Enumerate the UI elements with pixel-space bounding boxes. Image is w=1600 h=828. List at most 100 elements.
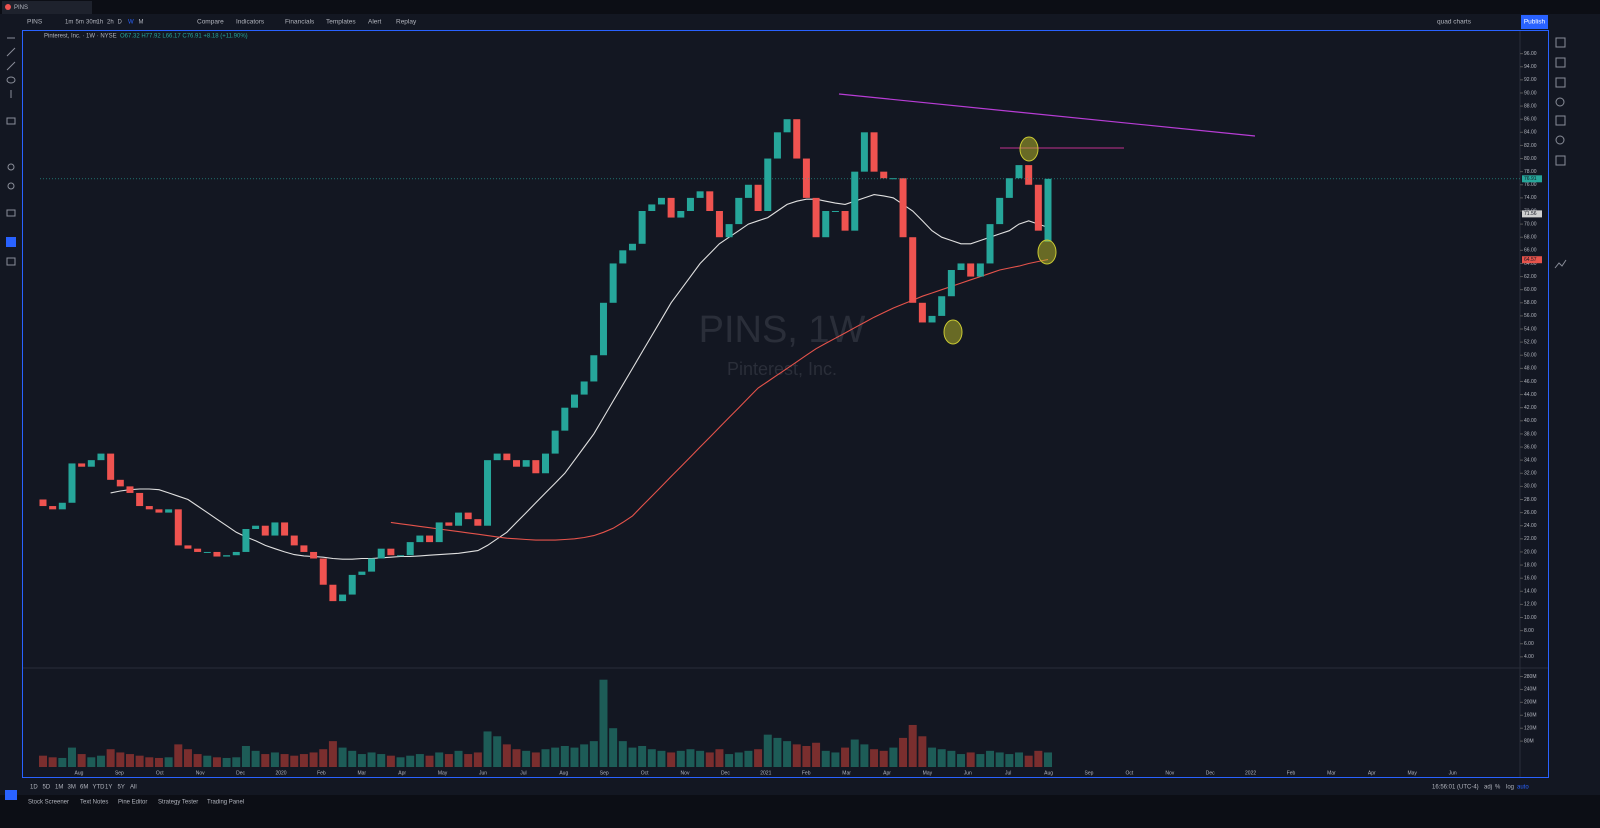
interval[interactable]: 1m — [65, 20, 73, 26]
right-toolbar — [1549, 30, 1600, 778]
x-tick-label: Oct — [641, 770, 649, 776]
volume-tick-label: 240M — [1524, 687, 1537, 693]
range-button[interactable]: 5D — [43, 785, 51, 791]
candle-body — [194, 548, 202, 552]
candle-body — [145, 506, 153, 510]
volume-bar — [145, 757, 154, 767]
panel-tab[interactable]: Stock Screener — [28, 800, 69, 806]
volume-bar — [715, 749, 724, 767]
bottom-tabs: Stock Screener Text Notes Pine Editor Strat… — [28, 800, 244, 806]
range-button[interactable]: 1D — [30, 785, 38, 791]
volume-bar — [164, 757, 173, 767]
tool-icon[interactable] — [7, 182, 15, 190]
tool-icon[interactable] — [6, 76, 16, 84]
publish-button[interactable]: Publish — [1524, 19, 1546, 26]
replay-button[interactable]: Replay — [396, 19, 417, 26]
templates-button[interactable]: Templates — [326, 19, 356, 26]
interval[interactable]: 30m — [86, 20, 98, 26]
browser-tab[interactable] — [2, 1, 92, 14]
volume-bar — [763, 734, 772, 767]
candle-body — [686, 197, 694, 211]
scale-option[interactable]: log — [1506, 785, 1514, 791]
interval[interactable]: 1h — [97, 20, 104, 26]
range-button[interactable]: YTD — [93, 785, 106, 791]
panel-icon[interactable] — [1555, 57, 1566, 68]
volume-bar — [135, 755, 144, 767]
interval[interactable]: M — [139, 20, 144, 26]
range-button[interactable]: 1M — [55, 785, 63, 791]
scale-option[interactable]: % — [1495, 785, 1501, 791]
volume-bar — [125, 754, 134, 767]
candle-body — [638, 210, 646, 244]
layout-button[interactable]: quad charts — [1437, 19, 1472, 26]
candle-body — [1005, 178, 1013, 198]
interval[interactable]: 2h — [107, 20, 114, 26]
tool-icon[interactable] — [7, 163, 15, 171]
volume-bar — [116, 752, 125, 767]
moving-average — [110, 194, 1049, 560]
range-button[interactable]: All — [130, 785, 137, 791]
range-button[interactable]: 1Y — [105, 785, 112, 791]
candle-body — [696, 191, 704, 198]
panel-icon[interactable] — [1555, 37, 1566, 48]
panel-icon[interactable] — [1555, 115, 1566, 126]
volume-bar — [1034, 750, 1043, 767]
x-tick-label: Dec — [236, 770, 245, 776]
toolbar-bg — [0, 14, 1600, 30]
x-tick-label: Nov — [681, 770, 690, 776]
panel-icon[interactable] — [1555, 97, 1565, 107]
tool-icon[interactable] — [6, 61, 16, 71]
y-tick-label: 40.00 — [1524, 418, 1537, 424]
panel-icon[interactable] — [1554, 259, 1567, 269]
panel-icon[interactable] — [1555, 155, 1566, 166]
scale-option[interactable]: adj — [1484, 785, 1492, 791]
candle-body — [281, 522, 289, 536]
compare-button[interactable]: Compare — [197, 19, 224, 26]
tool-icon[interactable] — [6, 257, 16, 266]
volume-bar — [599, 679, 608, 767]
candle-body — [677, 210, 685, 218]
volume-bar — [947, 750, 956, 767]
panel-tab[interactable]: Strategy Tester — [158, 800, 198, 806]
candle-body — [773, 132, 781, 159]
panel-button[interactable] — [5, 790, 17, 800]
candle-body — [570, 394, 578, 408]
symbol[interactable]: PINS — [27, 19, 43, 26]
panel-tab[interactable]: Pine Editor — [118, 800, 147, 806]
tool-icon[interactable] — [6, 117, 16, 125]
interval[interactable]: 5m — [76, 20, 84, 26]
candle-body — [976, 263, 984, 277]
moving-average — [390, 258, 1049, 541]
legend-symbol: Pinterest, Inc. · 1W · NYSE — [44, 34, 117, 40]
publish-bg[interactable] — [1521, 15, 1548, 29]
volume-bar — [386, 755, 395, 767]
x-tick-label: Jul — [1005, 770, 1011, 776]
volume-bar — [744, 750, 753, 767]
interval[interactable]: W — [128, 20, 134, 26]
candle-body — [880, 171, 888, 179]
range-button[interactable]: 5Y — [118, 785, 125, 791]
panel-tab[interactable]: Trading Panel — [207, 800, 244, 806]
interval[interactable]: D — [118, 20, 123, 26]
alert-button[interactable]: Alert — [368, 19, 382, 26]
volume-bar — [879, 750, 888, 767]
volume-bar — [541, 749, 550, 767]
panel-icon[interactable] — [1555, 135, 1565, 145]
tool-icon[interactable] — [6, 47, 16, 57]
y-tick-label: 86.00 — [1524, 117, 1537, 123]
range-list: 1D 5D 1M 3M 6M YTD 1Y 5Y All — [30, 785, 137, 791]
range-button[interactable]: 3M — [68, 785, 76, 791]
volume-bar — [802, 745, 811, 767]
tool-icon[interactable] — [6, 209, 16, 217]
panel-tab[interactable]: Text Notes — [80, 800, 108, 806]
active-tool[interactable] — [6, 237, 16, 247]
candle-body — [426, 535, 434, 543]
financials-button[interactable]: Financials — [285, 19, 315, 26]
panel-icon[interactable] — [1555, 77, 1566, 88]
indicators-button[interactable]: Indicators — [236, 19, 265, 26]
range-button[interactable]: 6M — [80, 785, 88, 791]
scale-option[interactable]: auto — [1517, 785, 1529, 791]
y-tick-label: 56.00 — [1524, 313, 1537, 319]
volume-bar — [425, 755, 434, 767]
candle-body — [754, 184, 762, 211]
